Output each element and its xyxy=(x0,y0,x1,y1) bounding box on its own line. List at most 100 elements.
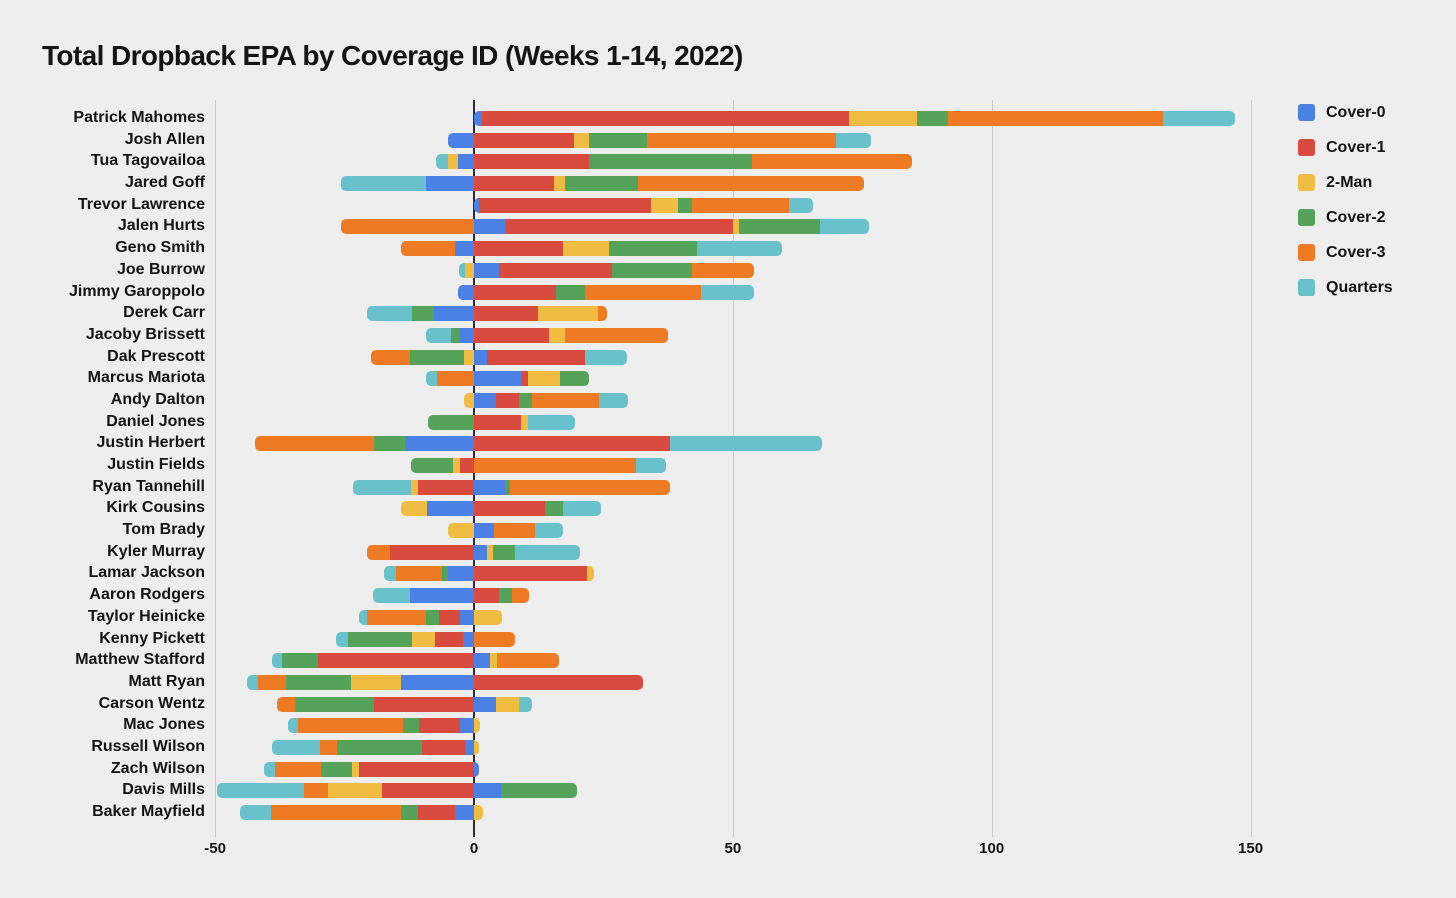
bar-segment-2-man xyxy=(538,306,599,322)
bar-segment-cover-3 xyxy=(258,674,287,690)
bar-segment-cover-0 xyxy=(474,783,501,799)
bar-segment-cover-3 xyxy=(401,241,455,257)
bar-segment-cover-2 xyxy=(559,371,589,387)
bar-segment-quarters xyxy=(336,631,349,647)
y-axis-label: Matt Ryan xyxy=(128,672,205,690)
bar-segment-quarters xyxy=(789,197,814,213)
bar-segment-quarters xyxy=(425,371,438,387)
bar-segment-cover-0 xyxy=(448,566,474,582)
x-tick-label: 50 xyxy=(724,840,742,857)
y-axis-label: Patrick Mahomes xyxy=(73,109,205,126)
bar-segment-cover-2 xyxy=(441,566,449,582)
bar-segment-2-man xyxy=(732,219,740,235)
bar-segment-cover-0 xyxy=(434,306,474,322)
bar-segment-cover-1 xyxy=(390,544,474,560)
legend-item: Cover-1 xyxy=(1298,139,1393,156)
bar-segment-quarters xyxy=(819,219,869,235)
y-axis-label: Jared Goff xyxy=(124,174,205,192)
bar-segment-2-man xyxy=(474,718,481,734)
legend-item: Cover-0 xyxy=(1298,104,1393,121)
bar-segment-cover-0 xyxy=(474,696,496,712)
bar-segment-cover-1 xyxy=(474,674,643,690)
bar-segment-quarters xyxy=(836,132,872,148)
bar-segment-cover-3 xyxy=(531,392,600,408)
y-axis-label: Carson Wentz xyxy=(98,694,205,712)
bar-segment-cover-0 xyxy=(474,479,506,495)
y-axis-label: Mac Jones xyxy=(123,716,205,734)
bar-segment-2-man xyxy=(521,414,528,430)
bar-segment-cover-2 xyxy=(588,132,648,148)
bar-segment-quarters xyxy=(272,740,321,755)
bar-segment-cover-1 xyxy=(435,631,464,647)
bar-segment-cover-1 xyxy=(479,197,652,213)
bar-segment-cover-3 xyxy=(638,176,864,192)
bar-segment-cover-0 xyxy=(474,653,490,669)
bar-segment-cover-1 xyxy=(474,284,556,300)
bar-segment-cover-0 xyxy=(474,392,496,408)
bar-segment-cover-3 xyxy=(692,197,790,213)
bar-segment-2-man xyxy=(464,392,474,408)
bar-segment-cover-2 xyxy=(348,631,412,647)
bar-segment-cover-1 xyxy=(499,262,612,278)
bar-segment-cover-3 xyxy=(598,306,608,322)
y-axis-label: Josh Allen xyxy=(124,130,205,148)
bar-segment-cover-2 xyxy=(505,479,511,495)
y-axis-label: Jalen Hurts xyxy=(117,217,205,235)
y-axis-label: Dak Prescott xyxy=(107,347,205,365)
y-axis-label: Zach Wilson xyxy=(110,759,205,777)
bar-segment-quarters xyxy=(340,176,426,192)
bar-segment-quarters xyxy=(670,436,822,452)
bar-segment-cover-1 xyxy=(474,132,574,148)
bar-segment-cover-3 xyxy=(474,631,515,647)
bar-segment-cover-0 xyxy=(465,740,474,755)
y-axis-label: Taylor Heinicke xyxy=(87,607,205,625)
y-axis-label: Justin Fields xyxy=(107,456,205,474)
legend-item: Quarters xyxy=(1298,279,1393,296)
bar-segment-cover-1 xyxy=(474,414,522,430)
bar-segment-quarters xyxy=(599,392,629,408)
bar-segment-quarters xyxy=(366,306,412,322)
bar-segment-cover-0 xyxy=(454,241,474,257)
y-axis-label: Justin Herbert xyxy=(96,434,205,452)
legend-swatch-icon xyxy=(1298,209,1315,226)
bar-segment-cover-1 xyxy=(374,696,474,712)
legend-swatch-icon xyxy=(1298,174,1315,191)
bar-segment-cover-1 xyxy=(486,349,585,365)
bar-segment-quarters xyxy=(563,501,601,517)
bar-segment-cover-0 xyxy=(463,631,474,647)
bar-segment-2-man xyxy=(849,111,917,126)
bar-segment-cover-1 xyxy=(359,761,474,777)
bar-segment-cover-3 xyxy=(947,111,1163,126)
bar-segment-cover-0 xyxy=(474,262,500,278)
bar-segment-cover-1 xyxy=(474,501,545,517)
bar-segment-2-man xyxy=(586,566,595,582)
bar-segment-cover-3 xyxy=(304,783,328,799)
bar-segment-cover-0 xyxy=(474,523,495,539)
bar-segment-quarters xyxy=(535,523,564,539)
bar-segment-quarters xyxy=(373,588,410,604)
y-axis-label: Daniel Jones xyxy=(106,412,205,430)
legend-label: Cover-3 xyxy=(1326,243,1386,261)
y-axis-label: Geno Smith xyxy=(115,239,205,257)
bar-segment-cover-3 xyxy=(752,154,913,170)
chart-title: Total Dropback EPA by Coverage ID (Weeks… xyxy=(42,40,743,71)
bar-segment-quarters xyxy=(383,566,396,582)
bar-segment-quarters xyxy=(527,414,575,430)
bar-segment-cover-1 xyxy=(381,783,474,799)
legend-item: Cover-2 xyxy=(1298,209,1393,226)
bar-segment-cover-0 xyxy=(425,176,474,192)
bar-segment-cover-0 xyxy=(460,609,474,625)
bar-segment-2-man xyxy=(351,674,401,690)
bar-segment-cover-0 xyxy=(457,154,474,170)
bar-segment-cover-3 xyxy=(510,479,671,495)
y-axis-label: Marcus Mariota xyxy=(87,369,205,387)
bar-segment-2-man xyxy=(448,154,458,170)
bar-segment-2-man xyxy=(495,696,520,712)
legend-swatch-icon xyxy=(1298,104,1315,121)
bar-segment-cover-2 xyxy=(916,111,948,126)
bar-segment-quarters xyxy=(239,805,272,821)
bar-segment-cover-1 xyxy=(495,392,520,408)
bar-segment-cover-3 xyxy=(494,523,536,539)
x-tick-label: 100 xyxy=(979,840,1005,857)
bar-segment-cover-3 xyxy=(271,805,401,821)
